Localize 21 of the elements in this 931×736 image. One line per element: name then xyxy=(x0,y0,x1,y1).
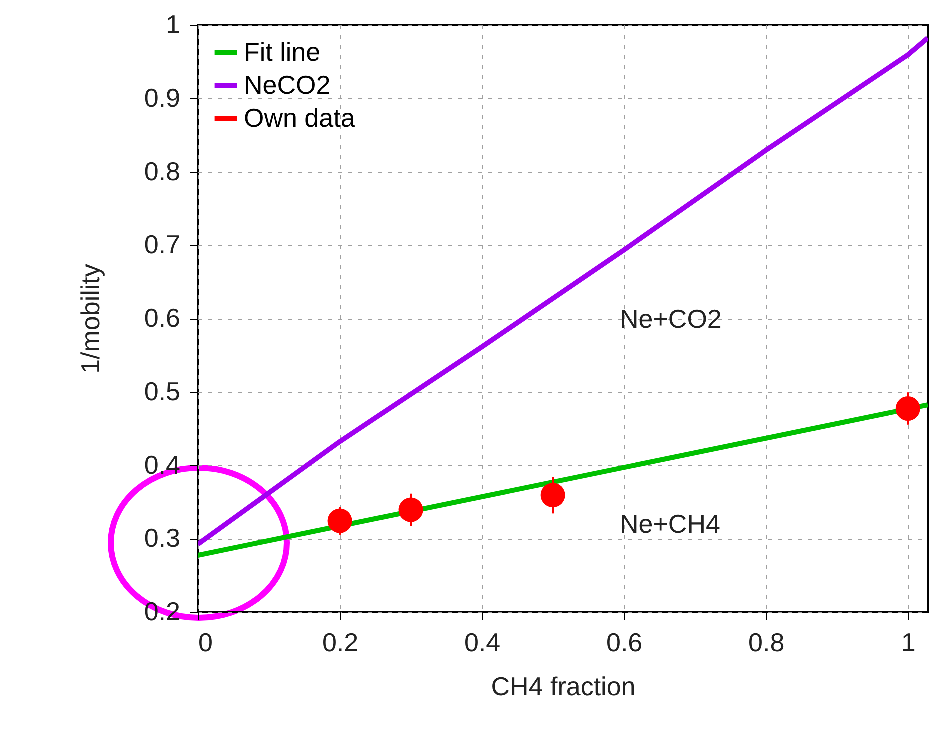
y-axis-title: 1/mobility xyxy=(75,264,106,374)
y-tick-label: 1 xyxy=(166,10,180,40)
legend-label: Own data xyxy=(244,103,356,133)
y-tick-label: 0.8 xyxy=(144,156,180,186)
x-tick-label: 0 xyxy=(198,628,213,658)
y-tick-label: 0.4 xyxy=(144,450,180,480)
legend-label: Fit line xyxy=(244,37,321,67)
legend-label: NeCO2 xyxy=(244,70,331,100)
x-tick-label: 0.4 xyxy=(464,628,501,658)
y-tick-label: 0.9 xyxy=(144,82,180,113)
y-tick-label: 0.3 xyxy=(144,523,180,554)
y-tick-label: 0.7 xyxy=(144,230,180,260)
x-tick-label: 0.2 xyxy=(322,628,359,658)
annotation: Ne+CH4 xyxy=(620,509,720,539)
x-tick-label: 0.6 xyxy=(606,628,643,658)
x-tick-label: 1 xyxy=(901,628,916,658)
annotation: Ne+CO2 xyxy=(620,304,722,334)
x-tick-label: 0.8 xyxy=(748,628,785,658)
y-tick-label: 0.5 xyxy=(144,376,180,406)
x-axis-title: CH4 fraction xyxy=(491,672,636,702)
y-tick-label: 0.6 xyxy=(144,303,180,333)
